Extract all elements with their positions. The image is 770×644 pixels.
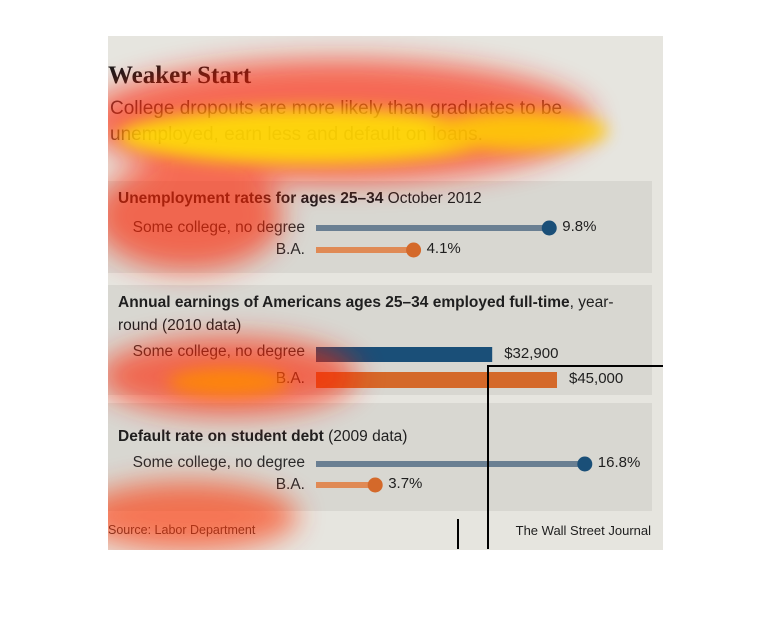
unemployment-value-ba: 4.1%	[426, 240, 461, 257]
default-title-rest: (2009 data)	[323, 428, 408, 445]
unemployment-title-rest: October 2012	[383, 190, 482, 207]
default-panel: Default rate on student debt (2009 data)…	[108, 403, 652, 511]
chart-subtitle: College dropouts are more likely than gr…	[110, 98, 563, 145]
unemployment-marks	[316, 220, 557, 258]
default-title-bold: Default rate on student debt	[118, 428, 324, 445]
earnings-marks	[316, 347, 557, 388]
chart-title: Weaker Start	[108, 62, 252, 89]
earnings-title-rest: , year-round (2010 data)	[118, 294, 614, 334]
source-note: Source: Labor Department	[108, 523, 256, 537]
default-value-ba: 3.7%	[388, 475, 423, 492]
unemployment-value-dropout: 9.8%	[562, 218, 597, 235]
default-marks	[316, 456, 593, 493]
unemployment-dot-1	[406, 242, 422, 258]
default-value-dropout: 16.8%	[597, 454, 641, 471]
default-dot-1	[367, 477, 383, 493]
earnings-panel-title: Annual earnings of Americans ages 25–34 …	[118, 291, 638, 337]
unemployment-panel: Unemployment rates for ages 25–34 Octobe…	[108, 181, 652, 273]
unemployment-label-ba: B.A.	[275, 241, 305, 258]
earnings-bar-1	[316, 372, 557, 388]
earnings-bar-0	[316, 347, 493, 362]
cursor-horizontal-line	[489, 365, 663, 367]
earnings-title-bold: Annual earnings of Americans ages 25–34 …	[118, 294, 570, 311]
publisher-credit: The Wall Street Journal	[515, 523, 651, 538]
default-dot-0	[577, 456, 593, 472]
earnings-panel: Annual earnings of Americans ages 25–34 …	[108, 285, 652, 395]
default-label-dropout: Some college, no degree	[132, 454, 305, 471]
unemployment-dot-0	[541, 220, 557, 236]
earnings-value-dropout: $32,900	[504, 345, 559, 362]
earnings-value-ba: $45,000	[569, 370, 624, 387]
cursor-short-line	[457, 519, 459, 549]
infographic-card: Weaker Start College dropouts are more l…	[108, 36, 663, 550]
default-panel-title: Default rate on student debt (2009 data)	[118, 425, 638, 448]
cursor-vertical-line	[487, 365, 489, 549]
